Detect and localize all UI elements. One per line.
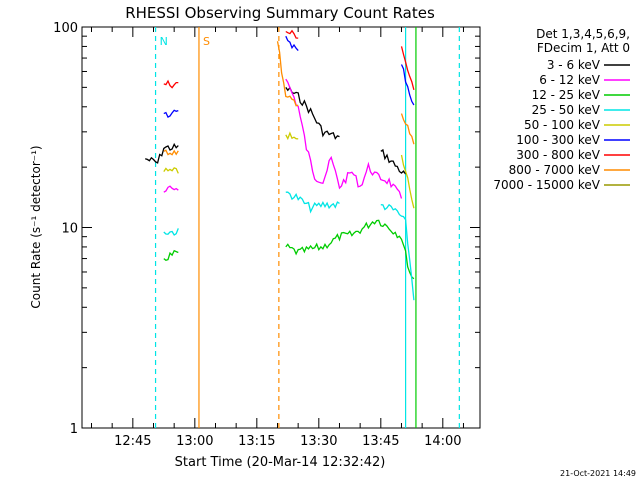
legend-label: 25 - 50 keV [532, 103, 601, 117]
y-tick-label: 10 [61, 222, 78, 237]
legend-label: 800 - 7000 keV [509, 163, 601, 177]
y-axis-label: Count Rate (s⁻¹ detector⁻¹) [29, 145, 43, 308]
time-marker-label: S [203, 35, 210, 48]
legend-label: 100 - 300 keV [516, 133, 600, 147]
legend-label: 7000 - 15000 keV [493, 178, 600, 192]
series-line [164, 192, 455, 300]
legend-label: 50 - 100 keV [524, 118, 601, 132]
x-tick-label: 13:15 [238, 434, 275, 449]
legend-label: 12 - 25 keV [532, 88, 601, 102]
x-tick-label: 13:30 [300, 434, 337, 449]
x-axis-label: Start Time (20-Mar-14 12:32:42) [175, 455, 386, 470]
x-tick-label: 14:00 [424, 434, 461, 449]
y-tick-label: 1 [70, 422, 78, 437]
time-marker-label: N [160, 35, 168, 48]
footer-date: 21-Oct-2021 14:49 [560, 469, 636, 478]
x-tick-label: 12:45 [114, 434, 151, 449]
series-line [145, 86, 407, 175]
series-line [164, 133, 455, 208]
y-tick-label: 100 [53, 21, 78, 36]
legend-label: 3 - 6 keV [547, 58, 601, 72]
legend-label: 6 - 12 keV [539, 73, 601, 87]
x-tick-label: 13:45 [362, 434, 399, 449]
legend-header-line-1: Det 1,3,4,5,6,9, [536, 27, 630, 41]
x-tick-label: 13:00 [176, 434, 213, 449]
legend-label: 300 - 800 keV [516, 148, 600, 162]
legend-header-line-2: FDecim 1, Att 0 [537, 41, 630, 55]
series-line [163, 219, 415, 280]
chart-title: RHESSI Observing Summary Count Rates [125, 4, 435, 22]
plot-frame [81, 26, 481, 429]
series-line [163, 78, 403, 199]
